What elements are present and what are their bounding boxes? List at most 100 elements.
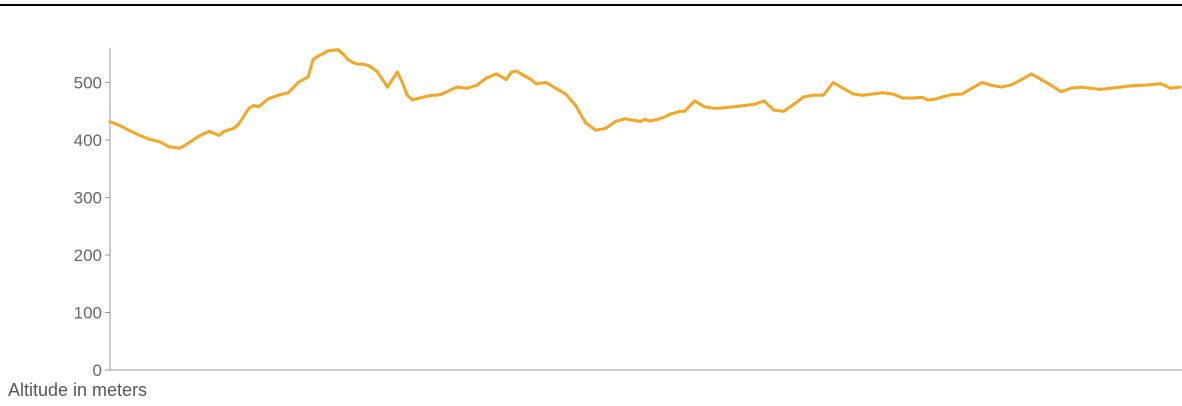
altitude-data-point	[658, 117, 662, 121]
altitude-data-point	[306, 75, 310, 79]
altitude-data-point	[554, 86, 558, 90]
altitude-data-point	[475, 83, 479, 87]
altitude-data-point	[232, 127, 236, 130]
altitude-data-point	[252, 104, 256, 107]
altitude-data-point	[128, 129, 132, 133]
altitude-data-point	[400, 81, 404, 84]
altitude-data-point	[217, 133, 221, 137]
altitude-data-point	[341, 52, 345, 56]
altitude-data-point	[346, 58, 350, 61]
altitude-data-point	[930, 98, 934, 102]
y-tick-label: 300	[74, 189, 102, 208]
altitude-data-point	[504, 78, 508, 82]
altitude-data-point	[638, 120, 642, 124]
altitude-data-point	[405, 93, 409, 97]
altitude-data-point	[802, 95, 805, 99]
altitude-data-point	[257, 105, 261, 109]
altitude-data-point	[683, 109, 687, 113]
altitude-data-point	[366, 63, 370, 67]
altitude-data-point	[1029, 72, 1033, 76]
altitude-data-point	[167, 145, 171, 149]
altitude-data-point	[613, 120, 617, 124]
altitude-data-point	[529, 78, 533, 82]
altitude-data-point	[455, 85, 459, 89]
altitude-data-point	[509, 70, 513, 74]
altitude-data-point	[564, 92, 568, 96]
altitude-data-point	[920, 95, 924, 99]
altitude-data-point	[881, 91, 885, 95]
altitude-data-point	[901, 96, 905, 100]
altitude-data-point	[742, 104, 746, 107]
altitude-data-point	[420, 95, 424, 99]
altitude-data-point	[574, 104, 578, 107]
altitude-data-point	[1010, 83, 1014, 87]
altitude-data-point	[187, 140, 191, 144]
altitude-data-point	[841, 86, 845, 90]
altitude-data-point	[732, 105, 736, 109]
altitude-data-point	[276, 93, 280, 97]
altitude-data-point	[1168, 86, 1172, 90]
altitude-data-point	[519, 72, 523, 76]
altitude-data-point	[1163, 83, 1167, 87]
altitude-data-point	[1129, 84, 1132, 88]
altitude-data-point	[326, 49, 330, 53]
altitude-data-point	[643, 117, 647, 121]
altitude-data-point	[1109, 86, 1113, 90]
altitude-data-point	[980, 81, 984, 84]
altitude-data-point	[1039, 78, 1043, 82]
altitude-data-point	[871, 92, 875, 96]
altitude-data-point	[450, 87, 454, 91]
altitude-series-points	[108, 48, 1182, 150]
altitude-data-point	[772, 108, 776, 112]
altitude-data-point	[177, 146, 181, 150]
altitude-data-point	[148, 137, 152, 141]
altitude-data-point	[702, 105, 706, 109]
altitude-data-point	[623, 117, 627, 121]
altitude-data-point	[762, 99, 766, 103]
altitude-data-point	[534, 82, 538, 86]
y-axis-ticks: 0 100 200 300 400 500	[74, 74, 110, 380]
altitude-data-point	[331, 48, 335, 52]
altitude-data-point	[594, 128, 597, 132]
altitude-data-point	[1158, 82, 1162, 86]
altitude-data-point	[925, 98, 929, 102]
altitude-data-point	[811, 93, 815, 97]
altitude-data-point	[385, 85, 389, 89]
altitude-data-point	[197, 134, 201, 138]
altitude-data-point	[831, 81, 835, 84]
altitude-data-point	[1079, 85, 1083, 89]
altitude-data-point	[603, 127, 607, 130]
altitude-data-point	[851, 92, 855, 96]
altitude-data-point	[514, 69, 518, 73]
y-tick-label: 0	[93, 361, 102, 380]
altitude-data-point	[465, 86, 469, 90]
altitude-data-point	[940, 95, 944, 99]
altitude-data-point	[138, 133, 142, 137]
altitude-data-point	[712, 106, 716, 110]
altitude-data-point	[440, 92, 444, 96]
altitude-data-point	[237, 122, 241, 126]
altitude-data-point	[376, 70, 379, 74]
altitude-data-point	[990, 83, 994, 87]
altitude-data-point	[267, 97, 270, 101]
altitude-data-point	[584, 121, 588, 125]
altitude-data-point	[970, 86, 974, 90]
altitude-data-point	[361, 62, 365, 66]
altitude-data-point	[182, 144, 186, 148]
altitude-data-point	[1020, 78, 1023, 82]
altitude-data-point	[1000, 85, 1004, 89]
altitude-data-point	[544, 81, 548, 84]
altitude-data-point	[1178, 85, 1182, 89]
altitude-data-point	[351, 60, 355, 64]
altitude-data-point	[356, 62, 360, 66]
altitude-data-point	[861, 93, 865, 97]
altitude-data-point	[435, 93, 439, 97]
altitude-data-point	[371, 66, 374, 70]
altitude-data-point	[1049, 83, 1053, 87]
altitude-data-point	[430, 93, 434, 97]
altitude-data-point	[222, 129, 226, 133]
altitude-data-point	[792, 102, 796, 106]
altitude-data-point	[1099, 87, 1103, 91]
y-tick-label: 500	[74, 74, 102, 93]
